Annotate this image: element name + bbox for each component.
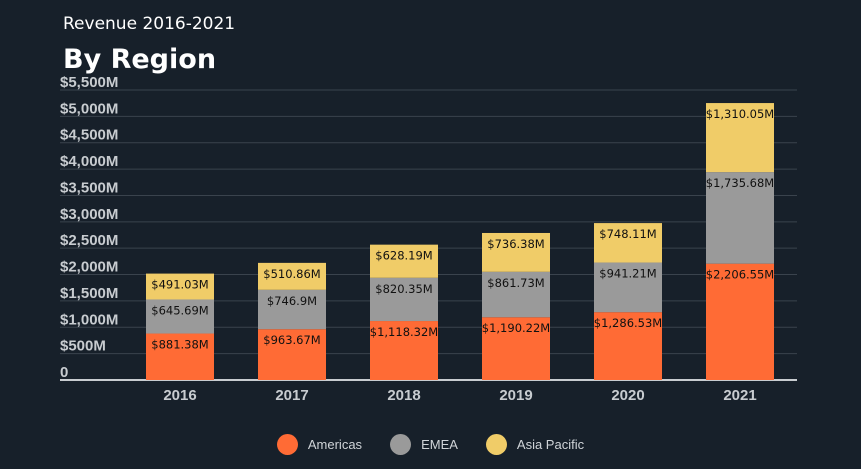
- legend-swatch: [276, 434, 298, 455]
- y-tick-label: $4,000M: [60, 153, 118, 170]
- legend-swatch: [485, 434, 507, 455]
- data-label: $1,118.32M: [370, 325, 438, 339]
- legend-label: Americas: [307, 437, 363, 452]
- chart-title: By Region: [63, 44, 217, 75]
- legend-item: EMEA: [390, 434, 458, 455]
- y-tick-label: $1,000M: [60, 311, 118, 328]
- bar-segment-asia-pacific: [370, 244, 438, 278]
- x-tick-label: 2018: [387, 387, 420, 404]
- legend-swatch: [390, 434, 412, 455]
- data-label: $628.19M: [375, 249, 432, 263]
- bar-segment-americas: [482, 317, 550, 380]
- bar-segment-emea: [370, 277, 438, 322]
- x-tick-label: 2021: [723, 387, 756, 404]
- bar-segment-asia-pacific: [146, 273, 214, 300]
- bar-segment-asia-pacific: [258, 262, 326, 290]
- chart-legend: Americas EMEA Asia Pacific: [0, 434, 861, 455]
- chart-subtitle: Revenue 2016-2021: [63, 14, 236, 34]
- data-label: $1,286.53M: [594, 316, 662, 330]
- data-label: $1,310.05M: [706, 107, 774, 121]
- x-tick-label: 2019: [499, 387, 532, 404]
- y-tick-label: $1,500M: [60, 285, 118, 302]
- data-label: $881.38M: [151, 338, 208, 352]
- y-tick-label: $5,500M: [60, 74, 118, 91]
- data-label: $748.11M: [599, 227, 656, 241]
- bar-segment-asia-pacific: [594, 223, 662, 263]
- x-tick-label: 2020: [611, 387, 644, 404]
- data-label: $963.67M: [263, 333, 320, 347]
- bar-segment-americas: [258, 329, 326, 380]
- data-label: $941.21M: [599, 267, 656, 281]
- data-label: $861.73M: [487, 276, 544, 290]
- data-label: $1,735.68M: [706, 176, 774, 190]
- data-label: $746.9M: [267, 294, 317, 308]
- y-tick-label: $500M: [60, 338, 106, 355]
- legend-item: Americas: [276, 434, 363, 455]
- data-label: $1,190.22M: [482, 321, 550, 335]
- bar-segment-emea: [146, 299, 214, 334]
- data-label: $491.03M: [151, 278, 208, 292]
- data-label: $510.86M: [263, 267, 320, 281]
- data-label: $736.38M: [487, 237, 544, 251]
- bar-segment-emea: [594, 262, 662, 313]
- bar-segment-asia-pacific: [706, 103, 774, 173]
- y-tick-label: $3,000M: [60, 206, 118, 223]
- x-tick-label: 2016: [163, 387, 196, 404]
- bar-segment-americas: [370, 321, 438, 380]
- bar-segment-americas: [706, 263, 774, 380]
- data-label: $2,206.55M: [706, 268, 774, 282]
- bar-segment-americas: [146, 333, 214, 380]
- legend-label: EMEA: [421, 437, 458, 452]
- data-label: $820.35M: [375, 282, 432, 296]
- bar-segment-emea: [482, 271, 550, 318]
- bar-segment-asia-pacific: [482, 232, 550, 272]
- legend-item: Asia Pacific: [485, 434, 585, 455]
- legend-label: Asia Pacific: [516, 437, 585, 452]
- y-tick-label: $2,000M: [60, 259, 118, 276]
- y-tick-label: $5,000M: [60, 100, 118, 117]
- bar-segment-emea: [258, 289, 326, 330]
- bar-segment-americas: [594, 312, 662, 380]
- y-tick-label: $3,500M: [60, 179, 118, 196]
- y-tick-label: $4,500M: [60, 127, 118, 144]
- y-tick-label: 0: [60, 364, 68, 381]
- x-tick-label: 2017: [275, 387, 308, 404]
- bar-segment-emea: [706, 172, 774, 264]
- y-tick-label: $2,500M: [60, 232, 118, 249]
- data-label: $645.69M: [151, 303, 208, 317]
